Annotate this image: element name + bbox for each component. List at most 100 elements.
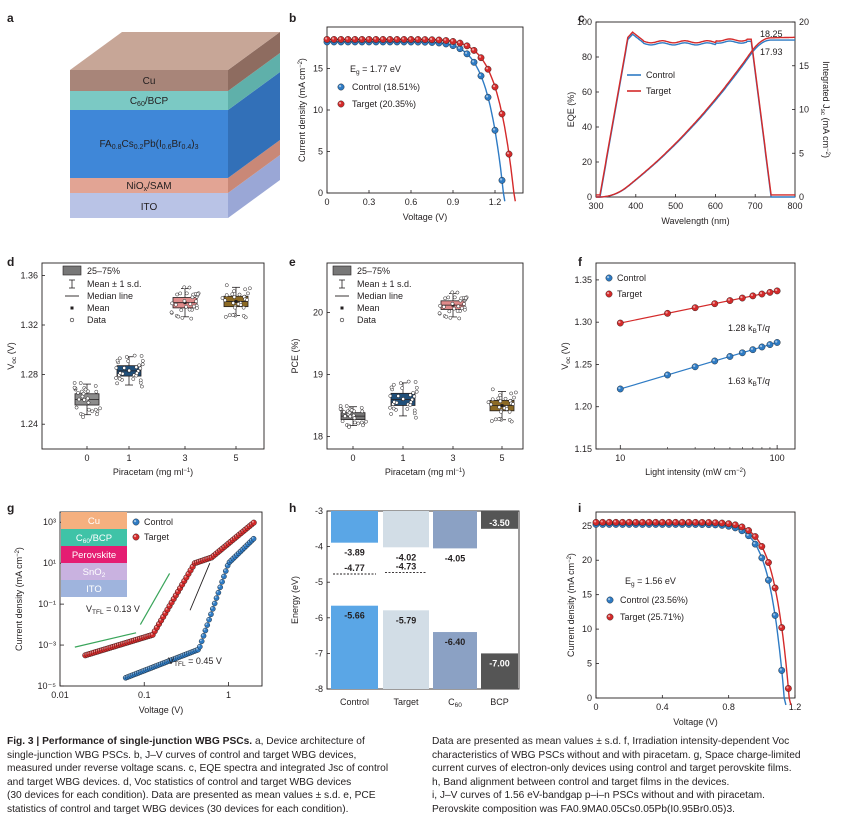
sclc-point-control-highlight [205,623,208,626]
jv-point-target-highlight [422,37,426,40]
x-tick-label: 500 [668,201,683,211]
data-point [511,402,515,406]
data-point [490,387,495,392]
legend-mean-swatch [340,306,344,310]
jv-point-target [632,518,640,526]
data-point [227,313,232,318]
jv-point-target [605,518,613,526]
data-point [169,310,174,315]
jv-point-target-highlight [492,84,496,88]
data-point [388,405,392,410]
y-tick-label: 1.24 [20,419,38,429]
jv-point-target-highlight [415,37,419,40]
sclc-point-control [210,606,216,612]
valence-band-2 [433,632,477,689]
voc-point-control-highlight [775,340,778,343]
jv-point-target-highlight [387,37,391,40]
legend-data-swatch [69,317,75,323]
voc-point-target-highlight [740,296,743,299]
y-tick-label: 100 [577,17,592,27]
data-point [489,419,494,423]
conduction-band-1 [383,511,429,548]
x-tick-label: 800 [787,201,802,211]
data-point [490,397,495,402]
annotation-eg: Eg = 1.56 eV [625,576,676,588]
jv-point-target-highlight [499,111,503,115]
caption-line: Perovskite composition was FA0.9MA0.05Cs… [432,803,735,815]
jv-point-target [407,36,415,43]
data-point [189,316,194,321]
sclc-point-control [197,643,203,650]
data-point [413,380,418,384]
y-tick-label: 10¹ [43,558,56,568]
jv-point-target [778,624,786,631]
jv-point-control-highlight [753,542,756,545]
stack-label-cu: Cu [88,516,100,527]
data-point [187,285,192,290]
data-point [463,307,467,312]
conduction-band-0 [331,511,378,543]
jv-point-target [463,42,471,50]
jv-point-target [477,54,485,62]
data-point [93,407,98,412]
fit-line-tfl-target [139,573,171,625]
x-tick-label: 400 [628,201,643,211]
jv-point-target [428,36,436,44]
data-point [233,305,237,310]
legend-label-control: Control (18.51%) [352,82,420,92]
legend-marker-target [132,533,140,541]
jv-point-target [599,518,607,526]
y-tick-label: 1.32 [20,320,38,330]
legend-label-target: Target [617,289,643,299]
y-tick-label: 10⁻⁵ [38,681,57,691]
jv-point-target [498,110,506,118]
data-point [460,306,464,311]
stack-layer-ito [61,580,127,597]
data-point [388,394,393,398]
plot-frame-e [326,262,524,450]
jv-point-target [672,518,679,526]
data-point [195,306,199,311]
fermi-label-Control: -4.77 [344,563,365,573]
legend-marker-target-highlight [133,534,137,538]
data-point [134,365,139,369]
data-point [131,377,136,381]
panel-letter-i: i [578,501,581,515]
data-point [140,384,144,389]
x-tick-label: 0 [324,197,329,207]
data-point [230,292,235,297]
jv-point-target [765,559,772,566]
legend-marker-target-highlight [606,291,610,295]
jv-point-target-highlight [766,560,769,563]
layer-side-c60-bcp [228,53,280,110]
data-point [389,412,393,416]
jv-point-target [351,36,359,43]
legend-data-label: Data [87,315,106,325]
jv-point-control-highlight [499,178,503,181]
jv-point-control [491,126,499,134]
stack-layer-perovskite [61,546,127,563]
panel-letter-f: f [578,255,583,269]
jv-point-control-highlight [779,668,782,671]
layer-top-cu [70,32,280,70]
data-point [115,358,120,363]
data-point [118,371,123,375]
sclc-point-target [250,519,257,526]
jv-point-control-highlight [478,73,482,77]
jv-point-target-highlight [726,521,729,524]
data-point [223,298,227,303]
data-point [232,295,237,299]
integrated-jsc-curve-target [596,36,795,198]
data-point [443,296,447,301]
eqe-curve-control [596,33,795,198]
voc-point-target-highlight [775,288,778,292]
y2-tick-label: 20 [799,17,809,27]
jv-point-target [372,36,380,43]
jv-point-target-highlight [506,152,510,155]
voc-point-control-highlight [618,386,621,390]
data-point [411,391,416,395]
jv-point-control-highlight [766,578,769,581]
data-point [509,391,514,396]
sclc-point-control-highlight [214,596,217,599]
data-point [124,355,129,359]
